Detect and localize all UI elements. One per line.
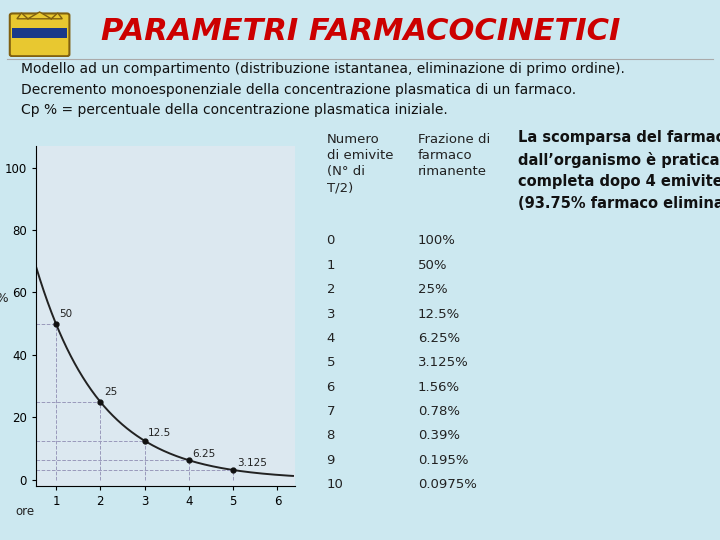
Text: 3.125: 3.125	[237, 458, 266, 468]
Text: PARAMETRI FARMACOCINETICI: PARAMETRI FARMACOCINETICI	[101, 17, 620, 46]
Text: 0.39%: 0.39%	[418, 429, 460, 442]
Text: 50: 50	[60, 309, 73, 319]
Text: 50%: 50%	[418, 259, 447, 272]
Text: 7: 7	[327, 405, 335, 418]
Text: 0.78%: 0.78%	[418, 405, 460, 418]
Text: 9: 9	[327, 454, 335, 467]
Text: 6.25: 6.25	[192, 449, 216, 458]
Text: ore: ore	[15, 505, 35, 518]
Text: 2: 2	[327, 283, 335, 296]
FancyBboxPatch shape	[12, 28, 67, 38]
Text: 1.56%: 1.56%	[418, 381, 460, 394]
Text: 1: 1	[327, 259, 335, 272]
Text: 10: 10	[327, 478, 343, 491]
Text: Frazione di
farmaco
rimanente: Frazione di farmaco rimanente	[418, 133, 490, 178]
Text: 100%: 100%	[418, 234, 456, 247]
FancyBboxPatch shape	[10, 14, 69, 56]
Text: 6: 6	[327, 381, 335, 394]
Text: 25%: 25%	[418, 283, 448, 296]
Text: 5: 5	[327, 356, 335, 369]
Text: Decremento monoesponenziale della concentrazione plasmatica di un farmaco.: Decremento monoesponenziale della concen…	[22, 83, 577, 97]
Text: 4: 4	[327, 332, 335, 345]
Polygon shape	[17, 12, 63, 19]
Text: 12.5: 12.5	[148, 428, 171, 438]
Text: 0.0975%: 0.0975%	[418, 478, 477, 491]
Text: 3: 3	[327, 308, 335, 321]
Text: Cp % = percentuale della concentrazione plasmatica iniziale.: Cp % = percentuale della concentrazione …	[22, 103, 448, 117]
Text: 0: 0	[327, 234, 335, 247]
Text: 25: 25	[104, 387, 117, 397]
Text: 6.25%: 6.25%	[418, 332, 460, 345]
Text: Modello ad un compartimento (distribuzione istantanea, eliminazione di primo ord: Modello ad un compartimento (distribuzio…	[22, 62, 625, 76]
Text: Numero
di emivite
(N° di
T/2): Numero di emivite (N° di T/2)	[327, 133, 393, 194]
Text: 3.125%: 3.125%	[418, 356, 469, 369]
Text: Cp%: Cp%	[0, 292, 9, 306]
Text: La scomparsa del farmaco
dall’organismo è praticamente
completa dopo 4 emivite
(: La scomparsa del farmaco dall’organismo …	[518, 130, 720, 211]
Text: 0.195%: 0.195%	[418, 454, 469, 467]
Text: 8: 8	[327, 429, 335, 442]
Text: 12.5%: 12.5%	[418, 308, 460, 321]
